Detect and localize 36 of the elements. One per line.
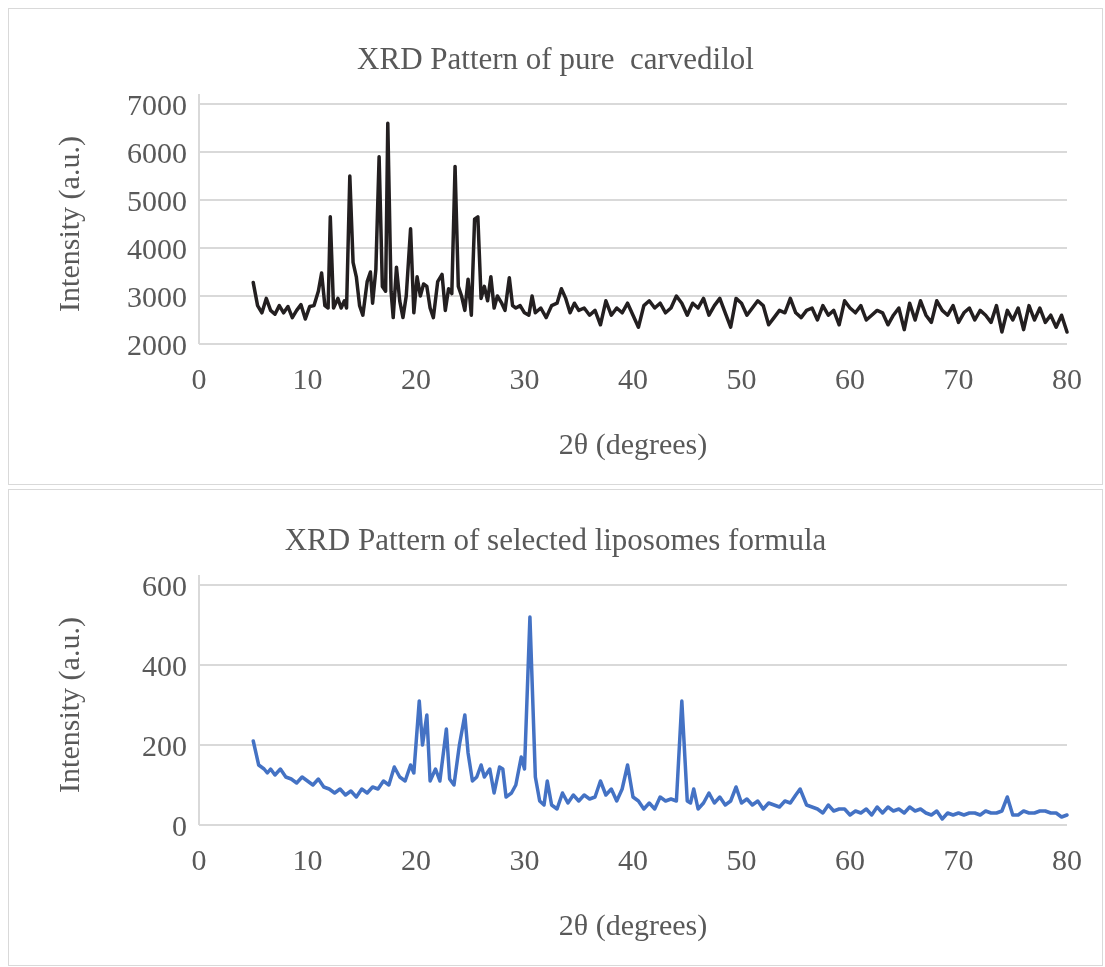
x-tick-label: 0	[191, 362, 207, 395]
x-tick-label: 20	[401, 362, 431, 395]
x-axis-title: 2θ (degrees)	[558, 908, 708, 942]
x-tick-label: 70	[943, 362, 974, 395]
line-series	[251, 121, 1069, 334]
x-tick-label: 80	[1052, 843, 1082, 876]
x-tick-label: 20	[401, 843, 431, 876]
x-tick-label: 80	[1052, 362, 1082, 395]
x-tick-label: 40	[618, 843, 648, 876]
x-tick-label: 70	[943, 843, 974, 876]
x-tick-label: 60	[835, 843, 865, 876]
y-axis-title: Intensity (a.u.)	[52, 136, 86, 312]
x-tick-label: 30	[509, 843, 540, 876]
y-tick-label: 2000	[127, 327, 187, 361]
y-tick-label: 600	[142, 568, 187, 602]
x-tick-label: 50	[726, 362, 757, 395]
y-tick-label: 4000	[127, 231, 187, 265]
x-tick-label: 60	[835, 362, 865, 395]
y-tick-label: 0	[172, 808, 187, 842]
x-tick-label: 10	[292, 362, 323, 395]
y-tick-label: 200	[142, 728, 187, 762]
x-tick-label: 0	[191, 843, 207, 876]
x-tick-label: 50	[726, 843, 757, 876]
y-tick-label: 7000	[127, 87, 187, 121]
y-tick-label: 6000	[127, 135, 187, 169]
y-tick-label: 5000	[127, 183, 187, 217]
x-axis-title: 2θ (degrees)	[558, 427, 708, 461]
x-tick-label: 30	[509, 362, 540, 395]
y-tick-label: 3000	[127, 279, 187, 313]
x-tick-label: 10	[292, 843, 323, 876]
x-tick-label: 40	[618, 362, 648, 395]
line-series	[251, 615, 1069, 821]
chart-title: XRD Pattern of pure carvedilol	[357, 41, 754, 76]
chart-title: XRD Pattern of selected liposomes formula	[284, 522, 827, 557]
y-tick-label: 400	[142, 648, 187, 682]
y-axis-title: Intensity (a.u.)	[52, 617, 86, 793]
